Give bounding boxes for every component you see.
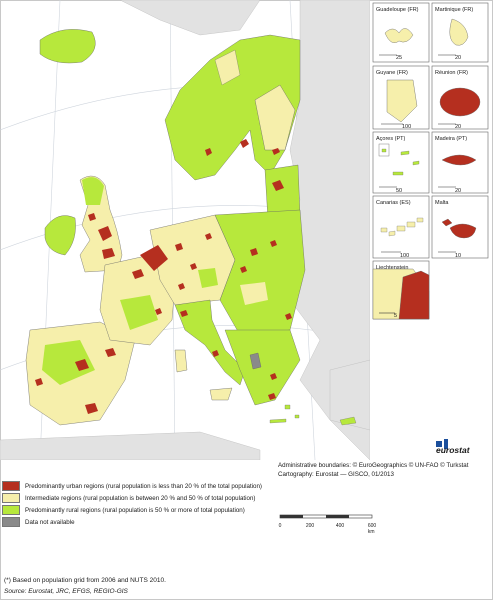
legend-label: Data not available: [25, 518, 75, 526]
iceland: [39, 29, 96, 64]
inset-madeira: [431, 131, 489, 194]
legend-item-rural: Predominantly rural regions (rural popul…: [2, 505, 245, 515]
legend-swatch: [2, 493, 20, 503]
greece-urban: [268, 373, 277, 400]
inset-scale-max: 20: [455, 188, 461, 194]
iberia-rural: [42, 340, 95, 385]
iberia-urban: [35, 348, 116, 414]
insets: [372, 2, 489, 320]
greek-islands: [269, 404, 300, 424]
bucharest-urban: [285, 313, 292, 320]
lyon-urban: [155, 308, 162, 315]
germany-urban: [175, 233, 212, 290]
inset-scale-max: 100: [402, 124, 411, 130]
inset-scale-max: 100: [400, 253, 409, 259]
inset-label: Martinique (FR): [435, 7, 473, 13]
norway-intermediate: [214, 49, 241, 86]
inset-labels: Guadeloupe (FR) Martinique (FR) Guyane (…: [376, 7, 473, 271]
balkans: [224, 329, 301, 406]
legend-label: Intermediate regions (rural population i…: [25, 494, 256, 502]
legend-swatch: [2, 517, 20, 527]
finland-intermediate: [254, 84, 296, 151]
oslo-urban: [205, 148, 212, 156]
inset-scale-max: 10: [455, 253, 461, 259]
inset-guadeloupe: [372, 2, 430, 63]
source-note: Source: Eurostat, JRC, EFGS, REGIO-GIS: [4, 588, 128, 595]
sicily: [209, 387, 233, 401]
uk-urban: [88, 213, 115, 259]
logo-text: eurostat: [436, 445, 471, 455]
germany-rural: [198, 268, 218, 288]
albania-na: [249, 352, 262, 370]
scale-tick: 400: [335, 523, 345, 529]
scale-bar: 0 200 400 600 km: [278, 513, 376, 535]
legend-label: Predominantly rural regions (rural popul…: [25, 506, 245, 514]
scale-tick: 0: [278, 523, 282, 529]
cyprus: [339, 416, 357, 426]
cartography-credit: Cartography: Eurostat — GISCO, 01/2013: [278, 471, 394, 478]
paris-urban: [132, 269, 144, 279]
inset-reunion: [431, 65, 489, 130]
non-eu-land: [279, 0, 370, 460]
non-eu-land-north: [119, 0, 261, 36]
inset-label: Madeira (PT): [435, 136, 467, 142]
inset-martinique: [431, 2, 489, 63]
inset-scale-max: 20: [455, 124, 461, 130]
helsinki-urban: [272, 148, 280, 155]
france-rural: [120, 295, 158, 330]
inset-label: Réunion (FR): [435, 70, 468, 76]
inset-scale-max: 50: [396, 188, 402, 194]
inset-label: Guadeloupe (FR): [376, 7, 419, 13]
inset-guyane: [372, 65, 430, 130]
inset-scale-max: 5: [394, 313, 397, 319]
turkey-land: [329, 359, 370, 431]
eurostat-logo: eurostat: [434, 437, 488, 455]
inset-label: Guyane (FR): [376, 70, 408, 76]
scale-tick: 200: [305, 523, 315, 529]
benelux-urban: [140, 245, 168, 271]
scotland-rural: [82, 177, 104, 205]
inset-label: Liechtenstein: [376, 265, 408, 271]
inset-label: Açores (PT): [376, 136, 406, 142]
inset-scale-max: 20: [455, 55, 461, 61]
legend-label: Predominantly urban regions (rural popul…: [25, 482, 262, 490]
sardinia: [174, 349, 188, 373]
madrid-urban: [75, 359, 89, 371]
stockholm-urban: [240, 139, 249, 148]
inset-label: Canarias (ES): [376, 200, 411, 206]
europe-map: Guadeloupe (FR) Martinique (FR) Guyane (…: [0, 0, 489, 460]
inset-acores: [372, 131, 430, 194]
legend-swatch: [2, 505, 20, 515]
legend-item-urban: Predominantly urban regions (rural popul…: [2, 481, 262, 491]
inset-malta: [431, 195, 489, 259]
north-africa-land: [0, 431, 261, 460]
inset-canarias: [372, 195, 430, 259]
boundaries-credit: Administrative boundaries: © EuroGeograp…: [278, 462, 469, 469]
poland-urban: [240, 240, 277, 273]
italy-urban: [180, 310, 219, 357]
legend-item-intermediate: Intermediate regions (rural population i…: [2, 493, 255, 503]
legend-item-na: Data not available: [2, 517, 75, 527]
inset-scale-labels: 25 20 100 20 50 20 100 10 5: [394, 55, 461, 319]
scale-tick: 600 km: [367, 523, 377, 535]
footnote: (*) Based on population grid from 2006 a…: [4, 577, 166, 584]
legend-swatch: [2, 481, 20, 491]
inset-scale-max: 25: [396, 55, 402, 61]
inset-label: Malta: [435, 200, 449, 206]
eastern-intermediate: [240, 282, 268, 305]
ireland: [44, 215, 76, 256]
baltic-urban: [272, 180, 284, 191]
italy: [174, 299, 246, 386]
inset-liechtenstein: [372, 260, 430, 320]
